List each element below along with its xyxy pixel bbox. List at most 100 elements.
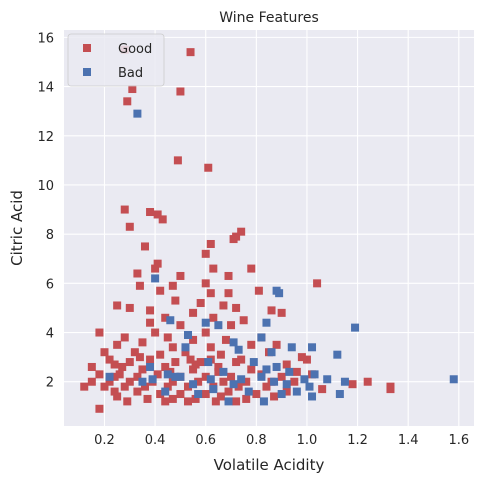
point-good [209,264,218,273]
point-good [186,48,195,57]
point-good [201,249,210,258]
point-good [191,360,200,369]
x-tick-label: 1.4 [398,433,419,448]
point-good [247,340,256,349]
point-good [232,358,241,367]
x-axis-ticks: 0.2 0.4 0.6 0.8 1.0 1.2 1.4 1.6 [94,433,469,448]
point-good [151,328,160,337]
point-good [282,387,291,396]
point-good [181,348,190,357]
point-good [123,97,132,106]
point-good [386,385,395,394]
point-good [156,286,165,295]
point-good [105,377,114,386]
point-good [189,365,198,374]
point-good [252,390,261,399]
point-good [95,328,104,337]
point-bad [181,343,190,352]
point-good [219,301,228,310]
point-good [221,335,230,344]
point-good [176,390,185,399]
point-good [282,360,291,369]
point-good [176,271,185,280]
point-bad [333,350,342,359]
point-good [161,362,170,371]
y-tick-label: 4 [46,327,54,342]
point-good [184,382,193,391]
point-good [204,163,213,172]
point-bad [189,380,198,389]
point-good [242,377,251,386]
point-bad [229,338,238,347]
point-good [189,335,198,344]
data-points [80,45,458,413]
point-good [153,210,162,219]
point-good [143,394,152,403]
point-bad [209,385,218,394]
point-good [138,365,147,374]
point-bad [161,387,170,396]
point-good [201,279,210,288]
point-good [125,222,134,231]
point-bad [184,330,193,339]
point-good [125,303,134,312]
point-good [168,377,177,386]
point-good [125,358,134,367]
series-bad [105,109,458,406]
point-good [194,377,203,386]
point-bad [171,372,180,381]
point-good [146,318,155,327]
y-tick-label: 16 [37,31,54,46]
y-axis-ticks: 2 4 6 8 10 12 14 16 [37,31,54,390]
point-good [110,360,119,369]
point-good [120,382,129,391]
point-good [363,377,372,386]
point-good [219,377,228,386]
point-good [87,362,96,371]
point-good [247,365,256,374]
x-tick-label: 0.8 [246,433,267,448]
point-bad [244,387,253,396]
point-good [135,281,144,290]
point-good [146,355,155,364]
point-bad [282,380,291,389]
point-good [115,370,124,379]
point-bad [105,372,114,381]
point-good [318,385,327,394]
point-good [267,306,276,315]
point-bad [249,358,258,367]
point-good [110,372,119,381]
point-good [80,382,89,391]
point-bad [237,375,246,384]
point-good [237,227,246,236]
point-bad [146,362,155,371]
point-bad [206,375,215,384]
point-good [242,394,251,403]
point-good [184,397,193,406]
y-axis-label: Citric Acid [8,190,26,266]
point-good [138,338,147,347]
point-good [224,289,233,298]
point-good [130,348,139,357]
point-good [292,367,301,376]
point-bad [151,274,160,283]
x-tick-label: 0.4 [145,433,166,448]
point-good [216,350,225,359]
point-good [135,353,144,362]
point-good [206,289,215,298]
legend: Good Bad [67,33,165,87]
point-good [227,321,236,330]
point-good [254,286,263,295]
point-good [87,377,96,386]
point-good [168,394,177,403]
point-good [247,264,256,273]
point-bad [148,375,157,384]
x-axis-label: Volatile Acidity [214,456,325,474]
point-good [216,392,225,401]
point-good [158,215,167,224]
point-bad [259,397,268,406]
point-bad [285,367,294,376]
y-tick-label: 14 [37,81,54,96]
point-bad [275,289,284,298]
point-bad [272,362,281,371]
